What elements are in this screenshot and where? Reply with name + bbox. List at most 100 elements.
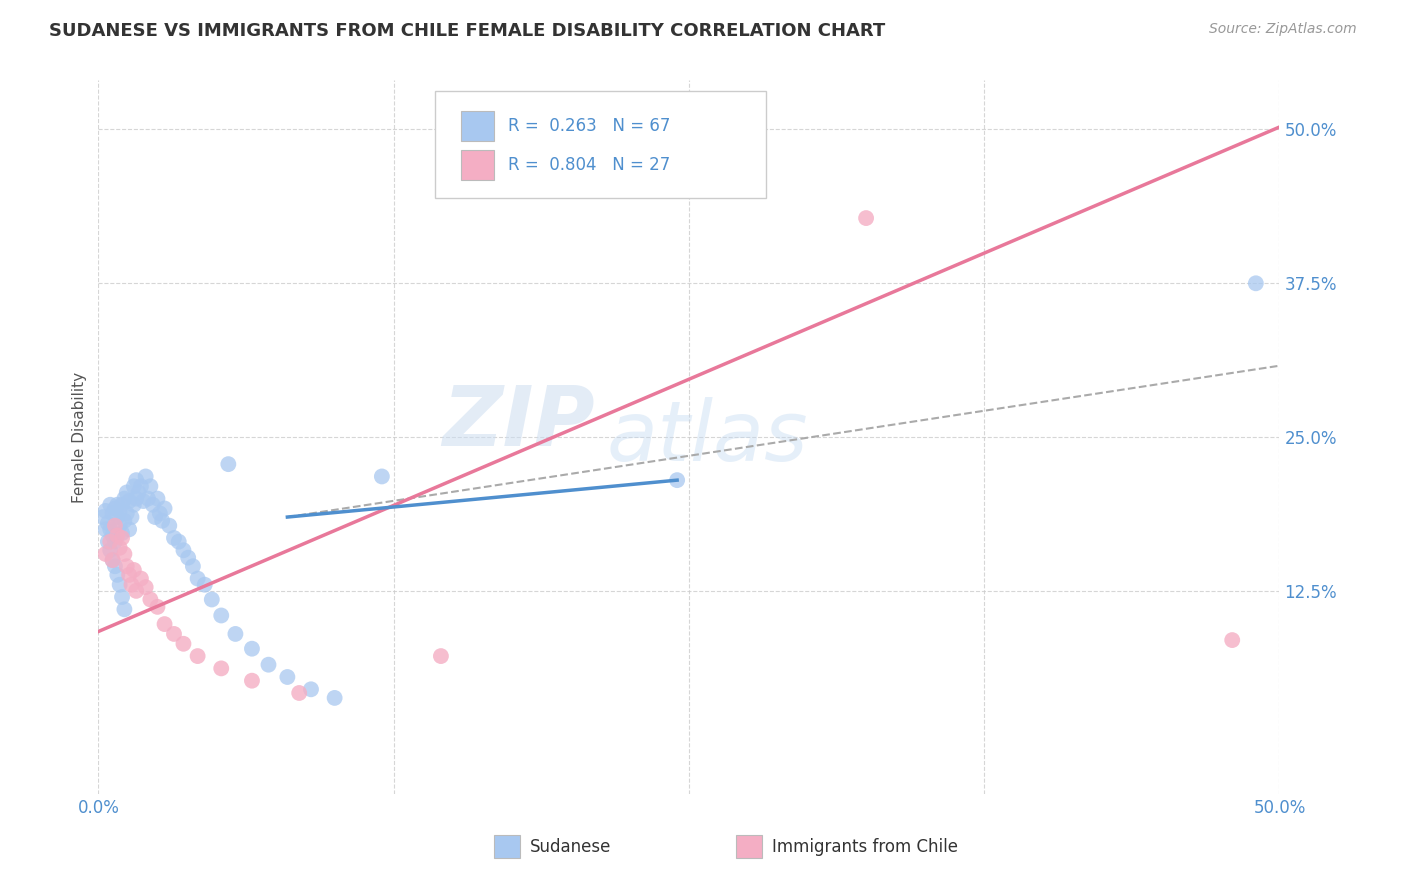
Point <box>172 637 194 651</box>
Point <box>105 528 128 542</box>
Text: R =  0.263   N = 67: R = 0.263 N = 67 <box>508 117 671 135</box>
Text: atlas: atlas <box>606 397 808 477</box>
Text: Sudanese: Sudanese <box>530 838 610 856</box>
Point <box>217 457 239 471</box>
Point <box>112 514 135 528</box>
Point <box>108 518 131 533</box>
Point <box>94 522 117 536</box>
Bar <box>494 835 520 858</box>
Point <box>146 491 169 506</box>
Point <box>94 504 117 518</box>
Point <box>98 543 121 558</box>
Point <box>98 534 121 549</box>
Point <box>108 578 131 592</box>
Bar <box>461 150 494 180</box>
Point <box>167 534 190 549</box>
Point <box>97 534 120 549</box>
Point <box>108 504 131 518</box>
FancyBboxPatch shape <box>434 91 766 198</box>
Point <box>172 543 194 558</box>
Point <box>139 592 162 607</box>
Point <box>112 491 135 506</box>
Point <box>125 491 148 506</box>
Point <box>115 507 138 521</box>
Point <box>105 498 128 512</box>
Point <box>430 649 453 664</box>
Point <box>136 491 159 506</box>
Point <box>163 627 186 641</box>
Point <box>118 567 141 582</box>
Point <box>143 510 166 524</box>
Point <box>111 531 134 545</box>
Point <box>276 670 298 684</box>
Point <box>240 641 263 656</box>
Point <box>104 534 127 549</box>
Point <box>118 494 141 508</box>
Point <box>104 501 127 516</box>
Point <box>128 485 150 500</box>
Point <box>108 541 131 555</box>
Text: R =  0.804   N = 27: R = 0.804 N = 27 <box>508 156 671 174</box>
Point <box>98 522 121 536</box>
Point <box>121 510 143 524</box>
Point <box>94 547 117 561</box>
Point <box>187 649 209 664</box>
Point <box>153 617 176 632</box>
Point <box>257 657 280 672</box>
Point <box>122 563 145 577</box>
Point <box>97 516 120 531</box>
Point <box>111 498 134 512</box>
Point <box>149 507 172 521</box>
Point <box>150 514 173 528</box>
Point <box>135 469 157 483</box>
Point <box>135 580 157 594</box>
Point <box>105 567 128 582</box>
Point <box>101 528 124 542</box>
Point <box>1244 277 1267 291</box>
Point <box>181 559 204 574</box>
Point <box>177 550 200 565</box>
Point <box>129 479 152 493</box>
Point <box>666 473 689 487</box>
Point <box>240 673 263 688</box>
Point <box>98 498 121 512</box>
Point <box>187 572 209 586</box>
Point <box>201 592 224 607</box>
Point <box>112 547 135 561</box>
Text: Immigrants from Chile: Immigrants from Chile <box>772 838 957 856</box>
Point <box>112 602 135 616</box>
Point <box>139 479 162 493</box>
Point <box>129 572 152 586</box>
Point <box>194 578 217 592</box>
Point <box>115 485 138 500</box>
Point <box>111 590 134 604</box>
Point <box>209 608 232 623</box>
Point <box>157 518 180 533</box>
Point <box>153 501 176 516</box>
Point <box>371 469 394 483</box>
Point <box>288 686 311 700</box>
Point <box>105 510 128 524</box>
Point <box>115 559 138 574</box>
Point <box>111 526 134 541</box>
Point <box>142 498 165 512</box>
Text: Source: ZipAtlas.com: Source: ZipAtlas.com <box>1209 22 1357 37</box>
Bar <box>461 111 494 141</box>
Point <box>104 518 127 533</box>
Point <box>104 559 127 574</box>
Point <box>121 578 143 592</box>
Point <box>209 661 232 675</box>
Point <box>118 522 141 536</box>
Point <box>299 682 322 697</box>
Point <box>855 211 877 225</box>
Y-axis label: Female Disability: Female Disability <box>72 371 87 503</box>
Point <box>132 494 155 508</box>
Point <box>146 599 169 614</box>
Text: ZIP: ZIP <box>441 383 595 463</box>
Point <box>91 510 114 524</box>
Point <box>323 690 346 705</box>
Point <box>125 473 148 487</box>
Point <box>122 479 145 493</box>
Point <box>122 498 145 512</box>
Point <box>101 507 124 521</box>
